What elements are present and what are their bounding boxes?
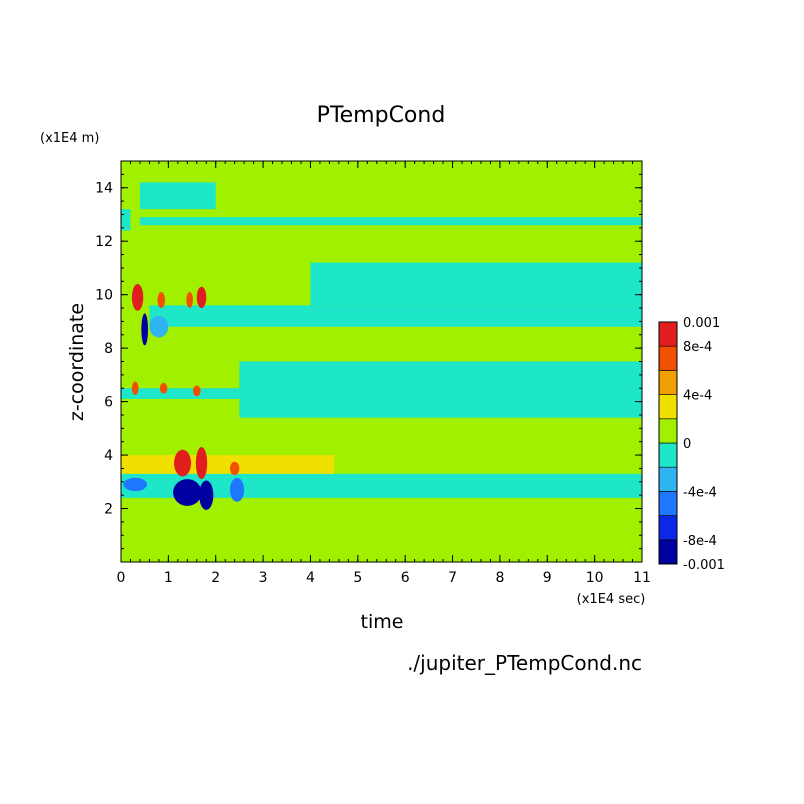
colorbar-label: 0	[683, 437, 691, 452]
colorbar-swatch	[658, 539, 678, 565]
y-tick-label: 14	[95, 181, 113, 197]
y-tick-label: 4	[104, 448, 113, 464]
heatmap-band	[121, 209, 131, 231]
colorbar-label: -0.001	[683, 558, 725, 573]
colorbar-swatch	[658, 394, 678, 420]
colorbar-swatch	[658, 466, 678, 492]
y-tick-label: 8	[104, 341, 113, 357]
heatmap-spot	[174, 449, 192, 477]
colorbar-label: -4e-4	[683, 485, 717, 500]
x-tick-label: 8	[495, 570, 504, 586]
colorbar-swatch	[658, 418, 678, 444]
x-tick-label: 3	[259, 570, 268, 586]
colorbar-frame	[658, 321, 678, 565]
x-tick-label: 1	[164, 570, 173, 586]
heatmap-spot	[159, 382, 168, 394]
y-tick-label: 2	[104, 502, 113, 518]
heatmap-band	[139, 182, 216, 210]
y-tick-label: 6	[104, 395, 113, 411]
heatmap-spot	[186, 291, 193, 309]
x-tick-label: 10	[586, 570, 604, 586]
x-tick-label: 7	[448, 570, 457, 586]
colorbar-swatch	[658, 370, 678, 395]
colorbar-swatch	[658, 345, 678, 371]
y-tick-label: 12	[95, 234, 113, 250]
colorbar-label: 0.001	[683, 316, 720, 331]
heatmap-band	[139, 217, 643, 226]
x-tick-label: 11	[633, 570, 651, 586]
x-tick-label: 4	[306, 570, 315, 586]
colorbar-swatch	[658, 515, 678, 541]
chart-title: PTempCond	[317, 103, 446, 128]
heatmap-spot	[199, 480, 214, 510]
x-tick-label: 5	[353, 570, 362, 586]
heatmap-band	[310, 262, 642, 306]
x-tick-label: 0	[117, 570, 126, 586]
y-axis-label: z-coordinate	[66, 303, 88, 421]
heatmap-spot	[229, 461, 240, 476]
colorbar: 0.001 8e-4 4e-4 0 -4e-4 -8e-4 -0.001	[658, 316, 725, 573]
heatmap-spot	[173, 479, 202, 506]
heatmap-spot	[229, 477, 245, 502]
x-tick-label: 6	[401, 570, 410, 586]
heatmap-band	[121, 469, 642, 474]
x-axis-ticks: 0 1 2 3 4 5 6 7 8 9 10 11	[117, 161, 651, 586]
heatmap-spot	[131, 283, 144, 311]
x-tick-label: 9	[543, 570, 552, 586]
colorbar-swatch	[658, 491, 678, 516]
heatmap-spot	[141, 313, 148, 346]
x-axis-label: time	[361, 611, 404, 633]
y-unit-label: (x1E4 m)	[40, 131, 99, 146]
colorbar-label: -8e-4	[683, 534, 717, 549]
colorbar-label: 8e-4	[683, 340, 712, 355]
x-unit-label: (x1E4 sec)	[577, 592, 646, 607]
x-tick-label: 2	[211, 570, 220, 586]
heatmap-band	[239, 361, 642, 418]
y-tick-label: 10	[95, 288, 113, 304]
plot-area	[120, 160, 643, 563]
heatmap-band	[149, 305, 642, 327]
heatmap-band	[121, 455, 335, 474]
heatmap-spot	[196, 286, 207, 309]
heatmap-spot	[149, 316, 169, 338]
heatmap-spot	[131, 381, 139, 395]
colorbar-swatch	[658, 442, 678, 468]
heatmap-spot	[123, 477, 148, 492]
heatmap-spot	[195, 447, 208, 480]
y-axis-ticks: 2 4 6 8 10 12 14	[95, 160, 642, 563]
heatmap-spot	[192, 385, 201, 397]
footer-filename: ./jupiter_PTempCond.nc	[407, 651, 642, 675]
colorbar-swatch	[658, 321, 678, 347]
colorbar-label: 4e-4	[683, 389, 712, 404]
heatmap-spot	[157, 291, 166, 309]
